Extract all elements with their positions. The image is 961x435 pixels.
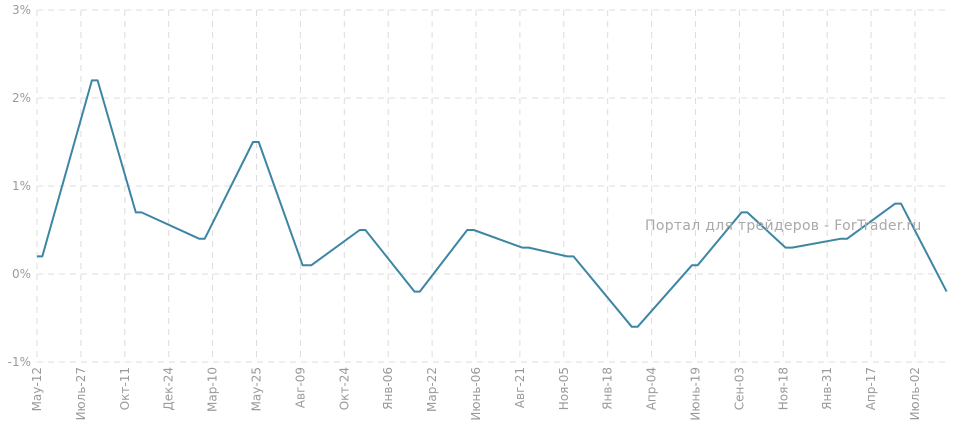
- x-tick-label: Мау-25: [250, 367, 264, 411]
- x-tick-label: Июль-02: [908, 367, 922, 420]
- x-tick-label: Мар-10: [206, 367, 220, 412]
- x-tick-label: Июнь-19: [689, 367, 703, 421]
- x-tick-label: Июль-27: [74, 367, 88, 420]
- y-tick-label: 3%: [12, 3, 31, 17]
- x-tick-label: Янв-31: [820, 367, 834, 410]
- x-tick-label: Мау-12: [30, 367, 44, 411]
- x-tick-label: Дек-24: [162, 367, 176, 411]
- x-tick-label: Мар-22: [425, 367, 439, 412]
- x-tick-label: Окт-24: [337, 367, 351, 410]
- y-gridlines: [37, 9, 948, 363]
- x-axis-ticks: Мау-12 Июль-27 Окт-11 Дек-24 Мар-10 Мау-25 Авг…: [30, 367, 922, 421]
- x-tick-label: Авг-09: [293, 367, 307, 408]
- series-line: [37, 79, 948, 328]
- y-tick-label: 2%: [12, 91, 31, 105]
- x-gridlines: [36, 10, 916, 362]
- x-tick-label: Авг-21: [513, 367, 527, 408]
- watermark-text: Портал для трейдеров - ForTrader.ru: [645, 218, 922, 234]
- x-tick-label: Ноя-05: [557, 367, 571, 410]
- y-tick-label: -1%: [8, 355, 31, 369]
- y-tick-label: 1%: [12, 179, 31, 193]
- x-tick-label: Апр-04: [645, 367, 659, 410]
- x-tick-label: Окт-11: [118, 367, 132, 410]
- y-tick-label: 0%: [12, 267, 31, 281]
- x-tick-label: Янв-06: [381, 367, 395, 410]
- x-tick-label: Июнь-06: [469, 367, 483, 421]
- x-tick-label: Сен-03: [732, 367, 746, 410]
- y-axis-ticks: -1% 0% 1% 2% 3%: [8, 3, 31, 369]
- x-tick-label: Ноя-18: [776, 367, 790, 410]
- x-tick-label: Апр-17: [864, 367, 878, 410]
- x-tick-label: Янв-18: [601, 367, 615, 410]
